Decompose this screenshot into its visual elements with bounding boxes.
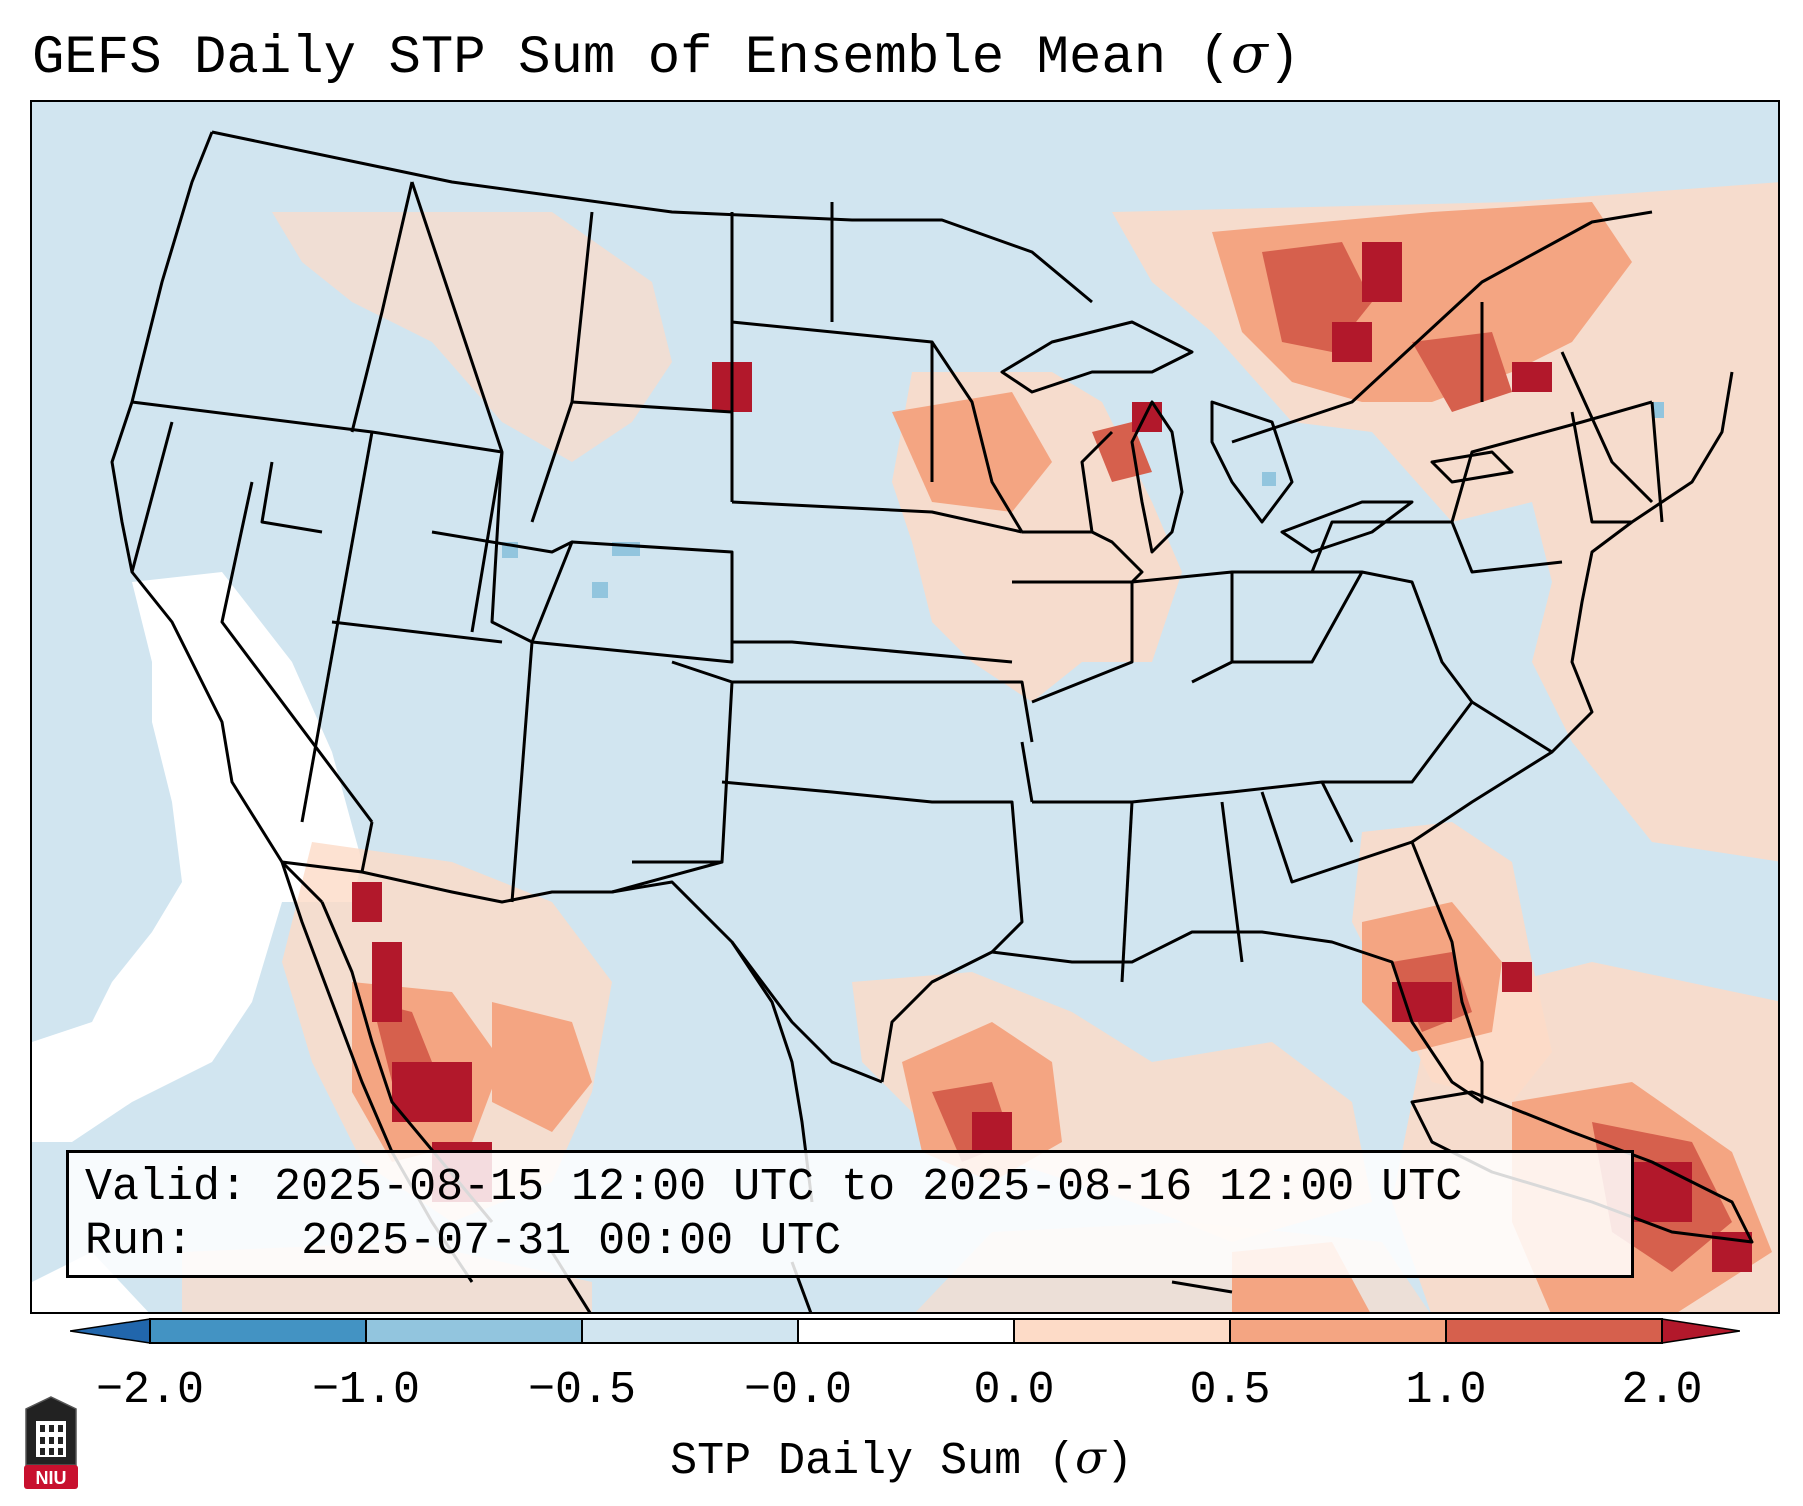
lake-erie [1280,500,1414,554]
canada-border [211,130,1093,304]
lake-ontario [1430,450,1514,484]
gulf-coast [880,891,1484,1104]
colorbar-tick-label: −0.0 [743,1365,853,1416]
niu-logo: NIU [24,1396,78,1489]
colorbar-segment-7 [1446,1319,1662,1343]
map-canvas [32,102,1778,1312]
colorbar-tick-label: −2.0 [95,1365,205,1416]
lake-michigan [1130,400,1184,554]
colorbar-tick-label: 0.5 [1189,1365,1271,1416]
logo-text: NIU [36,1468,67,1488]
valid-label: Valid: [85,1162,248,1213]
run-label: Run: [85,1216,194,1267]
title-text: GEFS Daily STP Sum of Ensemble Mean ( [32,28,1231,89]
colorbar-segment-2 [366,1319,582,1343]
colorbar-tick-label: −1.0 [311,1365,421,1416]
colorbar-segment-5 [1014,1319,1230,1343]
sigma-symbol: σ [1231,22,1268,85]
colorbar-extend-high [1661,1318,1740,1344]
colorbar-segment-6 [1230,1319,1446,1343]
colorbar-label: STP Daily Sum (σ) [0,1430,1803,1490]
colorbar-tick-label: 2.0 [1621,1365,1703,1416]
run-value: 2025-07-31 00:00 UTC [301,1216,842,1267]
chart-title: GEFS Daily STP Sum of Ensemble Mean (σ) [32,22,1300,91]
colorbar-segment-3 [582,1319,798,1343]
colorbar-tick-label: 1.0 [1405,1365,1487,1416]
colorbar-tick-label: 0.0 [973,1365,1055,1416]
colorbar-extend-low [70,1318,151,1344]
map-panel [30,100,1780,1314]
colorbar-tick-label: −0.5 [527,1365,637,1416]
state-boundaries [110,130,1754,1312]
colorbar-segment-1 [150,1319,366,1343]
negative-anomaly [502,402,1664,598]
colorbar-segment-4 [798,1319,1014,1343]
colorbar-label-text: STP Daily Sum ( [670,1436,1076,1487]
east-coast [1410,371,1734,893]
title-close: ) [1267,28,1301,89]
near-zero-regions [32,572,362,1312]
sigma-symbol: σ [1075,1431,1106,1484]
validity-box: Valid: 2025-08-15 12:00 UTC to 2025-08-1… [66,1150,1634,1278]
valid-value: 2025-08-15 12:00 UTC to 2025-08-16 12:00… [274,1162,1463,1213]
colorbar-label-close: ) [1105,1436,1133,1487]
colorbar [70,1318,1740,1344]
lake-superior [1000,320,1194,394]
lake-huron [1210,400,1294,524]
logo-badge [24,1465,78,1489]
